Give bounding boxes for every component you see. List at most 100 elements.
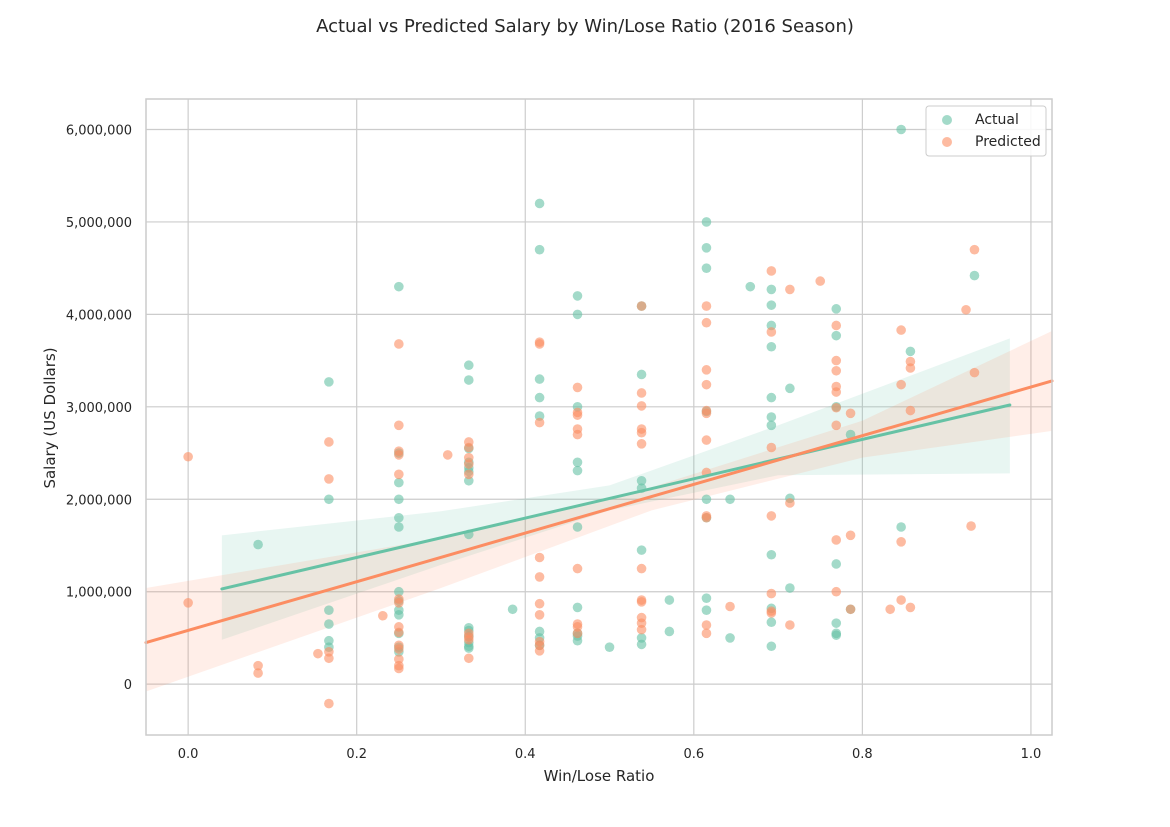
point-actual	[572, 309, 583, 320]
point-predicted	[831, 365, 842, 376]
point-actual	[463, 375, 474, 385]
x-tick-label: 0.2	[346, 747, 367, 762]
point-predicted	[534, 417, 545, 428]
legend-marker-actual	[942, 115, 952, 125]
point-predicted	[572, 429, 583, 440]
x-tick-label: 1.0	[1021, 747, 1042, 762]
point-predicted	[766, 608, 777, 618]
point-predicted	[324, 698, 334, 709]
point-predicted	[253, 660, 263, 671]
point-predicted	[572, 563, 583, 574]
point-predicted	[442, 450, 453, 460]
point-predicted	[831, 387, 842, 397]
point-predicted	[701, 365, 712, 375]
point-predicted	[831, 586, 842, 597]
x-tick-labels: 0.0 0.2 0.4 0.6 0.8 1.0	[178, 747, 1041, 762]
point-predicted	[905, 363, 916, 373]
point-predicted	[885, 604, 895, 615]
point-predicted	[969, 244, 980, 255]
point-actual	[463, 643, 474, 653]
point-actual	[725, 633, 735, 643]
point-predicted	[701, 408, 712, 419]
point-actual	[572, 522, 583, 532]
point-predicted	[766, 588, 777, 599]
point-actual	[831, 630, 842, 640]
point-predicted	[183, 451, 193, 462]
y-axis-label: Salary (US Dollars)	[41, 347, 59, 488]
point-predicted	[394, 420, 404, 431]
y-tick-label: 6,000,000	[66, 124, 132, 139]
plot-frame	[145, 98, 1053, 736]
point-predicted	[701, 512, 712, 523]
point-actual	[394, 494, 404, 505]
point-predicted	[534, 646, 545, 656]
point-actual	[831, 330, 842, 341]
point-predicted	[766, 327, 777, 337]
point-predicted	[701, 317, 712, 328]
point-predicted	[394, 450, 404, 460]
y-tick-label: 3,000,000	[66, 401, 132, 416]
point-predicted	[324, 653, 334, 664]
point-predicted	[394, 339, 404, 349]
point-predicted	[572, 410, 583, 420]
point-predicted	[766, 442, 777, 453]
x-tick-label: 0.6	[683, 747, 704, 762]
point-actual	[534, 244, 545, 255]
point-actual	[896, 522, 906, 532]
point-actual	[394, 512, 404, 523]
point-predicted	[463, 653, 474, 664]
point-predicted	[701, 435, 712, 445]
point-actual	[701, 217, 712, 227]
y-tick-label: 0	[124, 678, 132, 693]
point-actual	[831, 304, 842, 314]
y-tick-label: 1,000,000	[66, 586, 132, 601]
point-predicted	[534, 610, 545, 620]
point-actual	[766, 284, 777, 295]
point-predicted	[905, 602, 916, 613]
point-actual	[534, 374, 545, 384]
grid-layer	[146, 99, 1052, 735]
point-actual	[636, 369, 647, 380]
point-predicted	[572, 382, 583, 393]
point-predicted	[845, 530, 856, 541]
point-actual	[766, 392, 777, 403]
point-predicted	[815, 276, 826, 286]
point-predicted	[636, 388, 647, 398]
legend-box	[925, 105, 1047, 157]
x-axis-label: Win/Lose Ratio	[544, 767, 655, 785]
point-actual	[701, 494, 712, 505]
point-actual	[534, 392, 545, 403]
point-actual	[572, 635, 583, 646]
point-predicted	[701, 379, 712, 390]
point-actual	[636, 639, 647, 650]
legend-marker-predicted	[942, 137, 952, 147]
point-predicted	[394, 663, 404, 674]
point-predicted	[636, 624, 647, 635]
point-predicted	[636, 427, 647, 438]
point-actual	[394, 610, 404, 620]
point-actual	[831, 618, 842, 628]
point-predicted	[534, 552, 545, 563]
point-predicted	[394, 644, 404, 654]
point-predicted	[378, 610, 388, 621]
legend: Actual Predicted	[925, 105, 1047, 157]
point-actual	[905, 346, 916, 357]
point-predicted	[324, 474, 334, 484]
point-predicted	[905, 405, 916, 416]
point-predicted	[966, 521, 976, 531]
point-predicted	[572, 628, 583, 639]
point-predicted	[896, 595, 906, 605]
point-actual	[394, 522, 404, 532]
point-actual	[701, 593, 712, 603]
point-predicted	[845, 604, 856, 615]
point-predicted	[896, 379, 906, 390]
point-predicted	[831, 355, 842, 366]
y-tick-labels: 0 1,000,000 2,000,000 3,000,000 4,000,000 5,0…	[66, 124, 132, 694]
y-tick-label: 2,000,000	[66, 493, 132, 508]
point-predicted	[636, 563, 647, 574]
regression-lines	[144, 379, 1054, 645]
point-predicted	[701, 301, 712, 311]
point-predicted	[463, 459, 474, 469]
point-predicted	[183, 598, 193, 608]
point-actual	[664, 626, 675, 637]
